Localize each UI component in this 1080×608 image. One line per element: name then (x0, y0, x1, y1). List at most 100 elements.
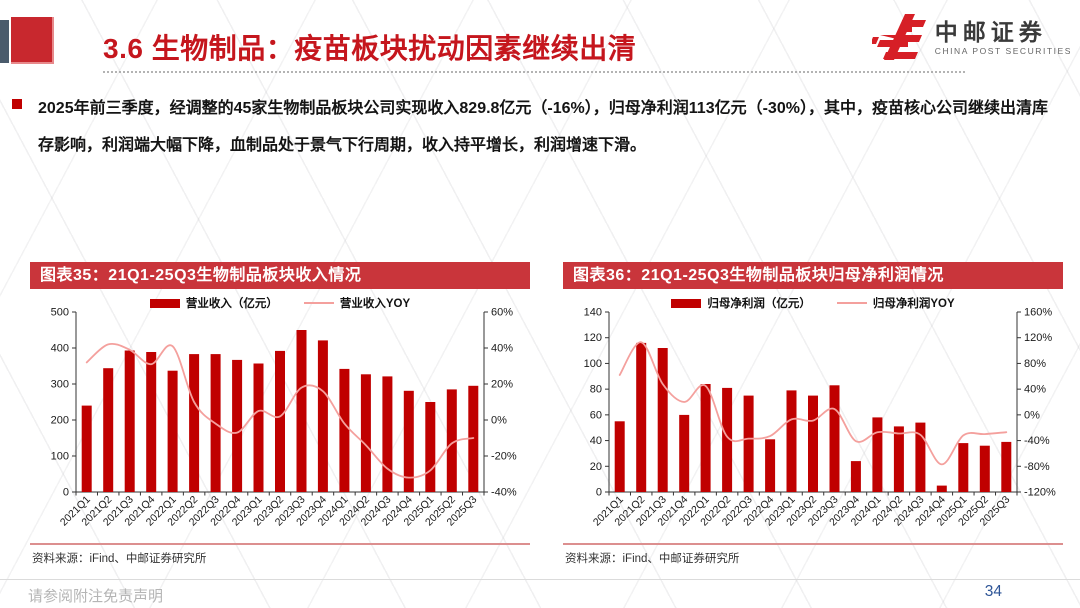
svg-text:0%: 0% (1024, 409, 1040, 421)
bar (189, 354, 200, 492)
legend-label: 归母净利润YOY (872, 298, 955, 310)
bar (915, 422, 926, 492)
bar (425, 402, 436, 492)
bar (850, 461, 861, 492)
svg-text:40%: 40% (1024, 384, 1046, 396)
bar (339, 368, 350, 492)
bar (743, 395, 754, 492)
svg-text:80%: 80% (1024, 358, 1046, 370)
legend-item: 归母净利润（亿元） (671, 295, 811, 311)
company-name-cn: 中邮证券 (934, 18, 1047, 45)
axes (605, 311, 1021, 496)
axis-tick-labels: 0 100 200 300 400 500 -40% -20% 0% 20% 40% 60% (51, 307, 517, 499)
legend-item: 归母净利润YOY (836, 295, 955, 311)
bar (722, 387, 733, 492)
svg-text:160%: 160% (1024, 307, 1052, 319)
legend-label: 归母净利润（亿元） (707, 298, 811, 310)
x-axis-labels: 2021Q12021Q22021Q32021Q42022Q12022Q22022… (58, 494, 480, 529)
source-text: 资料来源：iFind、中邮证券研究所 (563, 543, 1063, 566)
bar (146, 352, 157, 492)
bar (403, 390, 414, 492)
svg-text:80: 80 (590, 384, 602, 396)
svg-text:100: 100 (584, 358, 602, 370)
svg-text:-80%: -80% (1024, 461, 1050, 473)
svg-text:140: 140 (584, 307, 602, 319)
yoy-line-series (618, 341, 1008, 466)
summary-text: 2025年前三季度，经调整的45家生物制品板块公司实现收入829.8亿元（-16… (38, 100, 1048, 154)
bar (124, 350, 135, 492)
bar (1001, 441, 1012, 492)
profit-chart-svg: 0 20 40 60 80 100 120 140 -120% -80% -40% 0% 40% 80% 1… (584, 307, 1056, 529)
legend-label: 营业收入YOY (339, 298, 411, 310)
svg-text:-120%: -120% (1024, 487, 1056, 499)
bar (808, 395, 818, 492)
svg-text:-20%: -20% (491, 451, 517, 463)
axis-tick-labels: 0 20 40 60 80 100 120 140 -120% -80% -40% 0% 40% 80% 1… (584, 307, 1056, 499)
legend-bar-swatch (671, 298, 702, 308)
bar (829, 385, 840, 492)
svg-text:120: 120 (584, 332, 602, 344)
svg-text:0: 0 (63, 487, 69, 499)
svg-text:400: 400 (51, 343, 69, 355)
svg-text:20: 20 (590, 461, 602, 473)
bar (296, 330, 307, 492)
revenue-chart-figure: 图表35：21Q1-25Q3生物制品板块收入情况 营业收入（亿元） 营业收入YOY… (30, 262, 530, 566)
page-title: 3.6 生物制品：疫苗板块扰动因素继续出清 (103, 33, 637, 64)
bar (936, 485, 947, 492)
svg-text:200: 200 (51, 415, 69, 427)
svg-text:20%: 20% (491, 379, 513, 391)
source-text: 资料来源：iFind、中邮证券研究所 (30, 543, 530, 566)
bar (446, 389, 457, 492)
bar (765, 439, 776, 492)
svg-text:60%: 60% (491, 307, 513, 319)
header-accent-slate-block (0, 20, 9, 63)
china-post-emblem-icon (871, 14, 926, 60)
bar (275, 350, 285, 492)
legend-label: 营业收入（亿元） (185, 298, 278, 310)
x-axis-labels: 2021Q12021Q22021Q32021Q42022Q12022Q22022… (591, 494, 1013, 529)
yoy-line-series (85, 342, 475, 479)
svg-text:40%: 40% (491, 343, 513, 355)
legend-line-swatch (836, 301, 867, 305)
legend-bar-swatch (149, 298, 180, 308)
header-dotted-divider (103, 71, 965, 73)
company-logo: 中邮证券 CHINA POST SECURITIES (871, 13, 1072, 61)
bullet-square-icon (12, 99, 22, 109)
bar (958, 443, 969, 492)
bar (636, 342, 647, 492)
svg-text:0: 0 (596, 487, 602, 499)
bar (872, 417, 883, 492)
bar (700, 384, 711, 492)
footer-divider (0, 579, 1080, 580)
revenue-chart-svg: 0 100 200 300 400 500 -40% -20% 0% 20% 40% 60% 2021Q… (51, 307, 517, 529)
disclaimer-text: 请参阅附注免责声明 (28, 588, 164, 605)
svg-text:60: 60 (590, 409, 602, 421)
bar (253, 363, 264, 492)
bar (360, 374, 371, 492)
bar (679, 414, 690, 492)
bar (786, 390, 797, 492)
bar (317, 340, 328, 492)
company-logo-text: 中邮证券 CHINA POST SECURITIES (935, 19, 1072, 56)
chart-legend: 营业收入（亿元） 营业收入YOY (30, 295, 530, 311)
svg-text:300: 300 (51, 379, 69, 391)
bar (657, 348, 668, 492)
svg-text:120%: 120% (1024, 332, 1052, 344)
bars-series (81, 330, 479, 492)
bar (979, 445, 990, 492)
bar (232, 359, 243, 492)
profit-chart-figure: 图表36：21Q1-25Q3生物制品板块归母净利润情况 归母净利润（亿元） 归母净… (563, 262, 1063, 566)
legend-item: 营业收入YOY (303, 295, 411, 311)
bar (167, 370, 178, 492)
svg-text:500: 500 (51, 307, 69, 319)
bar (614, 421, 625, 492)
bar (103, 368, 114, 492)
svg-text:-40%: -40% (1024, 435, 1050, 447)
bars-series (614, 342, 1012, 492)
company-name-en: CHINA POST SECURITIES (934, 45, 1072, 56)
chart-title-banner: 图表36：21Q1-25Q3生物制品板块归母净利润情况 (563, 262, 1063, 289)
header-accent-red-block (11, 17, 54, 64)
svg-text:40: 40 (590, 435, 602, 447)
svg-text:-40%: -40% (491, 487, 517, 499)
